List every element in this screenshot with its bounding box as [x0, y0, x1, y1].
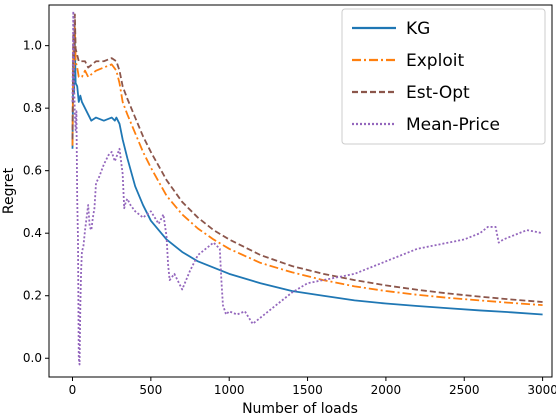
y-tick-label: 0.8 [23, 101, 42, 115]
legend-label-est-opt: Est-Opt [406, 83, 470, 103]
x-tick-label: 1000 [214, 383, 245, 397]
legend-box [341, 8, 546, 145]
y-tick-label: 0.0 [23, 351, 42, 365]
y-tick-label: 0.4 [23, 226, 42, 240]
legend-label-kg: KG [406, 19, 430, 39]
x-tick-label: 2500 [449, 383, 480, 397]
legend: KG Exploit Est-Opt Mean-Price [341, 8, 546, 145]
y-tick-label: 0.6 [23, 164, 42, 178]
y-axis-label: Regret [1, 167, 17, 214]
x-tick-label: 1500 [292, 383, 323, 397]
x-tick-label: 500 [139, 383, 162, 397]
x-axis-label: Number of loads [242, 401, 358, 417]
y-tick-label: 0.2 [23, 289, 42, 303]
y-axis: 0.0 0.2 0.4 0.6 0.8 1.0 [23, 39, 49, 365]
y-tick-label: 1.0 [23, 39, 42, 53]
legend-label-mean-price: Mean-Price [406, 115, 500, 135]
series-line-mean-price [71, 10, 543, 366]
series-lines [71, 10, 543, 366]
legend-label-exploit: Exploit [406, 51, 464, 71]
series-line-est-opt [71, 13, 543, 303]
series-line-exploit [71, 25, 543, 306]
x-axis: 0 500 1000 1500 2000 2500 3000 [69, 377, 556, 397]
x-tick-label: 0 [69, 383, 77, 397]
x-tick-label: 3000 [527, 383, 556, 397]
plot-frame [48, 4, 553, 378]
x-tick-label: 2000 [371, 383, 402, 397]
series-line-kg [71, 41, 543, 316]
